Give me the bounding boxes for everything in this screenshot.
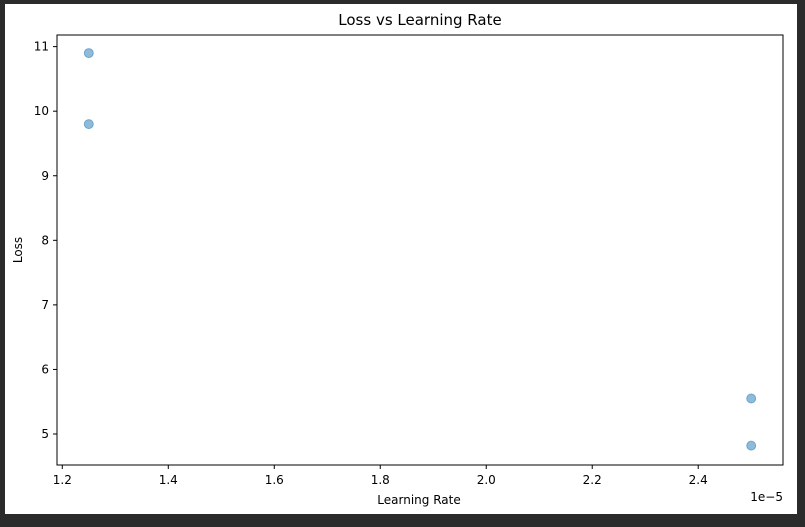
x-tick-label: 1.6 — [265, 473, 284, 487]
y-tick-label: 6 — [41, 362, 49, 376]
y-tick-label: 10 — [34, 104, 49, 118]
scatter-point — [83, 119, 94, 130]
plot-area — [56, 34, 784, 466]
x-tick-label: 1.4 — [159, 473, 178, 487]
x-tick-label: 2.0 — [477, 473, 496, 487]
x-tick-label: 1.2 — [53, 473, 72, 487]
scatter-chart: Loss vs Learning Rate 1.2 1.4 1.6 1.8 2.0 2.2… — [11, 11, 784, 507]
x-tick-label: 2.4 — [689, 473, 708, 487]
data-points — [83, 48, 757, 451]
y-tick-label: 5 — [41, 427, 49, 441]
y-tick-label: 7 — [41, 298, 49, 312]
chart-title: Loss vs Learning Rate — [338, 11, 501, 29]
y-axis-ticks: 5 6 7 8 9 10 11 — [34, 40, 57, 441]
y-axis-label: Loss — [11, 237, 25, 263]
x-tick-label: 2.2 — [583, 473, 602, 487]
scatter-point — [746, 393, 757, 404]
scatter-point — [83, 48, 94, 59]
y-tick-label: 11 — [34, 40, 49, 54]
x-axis-label: Learning Rate — [377, 493, 460, 507]
y-tick-label: 9 — [41, 169, 49, 183]
x-axis-ticks: 1.2 1.4 1.6 1.8 2.0 2.2 2.4 — [53, 465, 708, 487]
scatter-point — [746, 440, 757, 451]
figure: Loss vs Learning Rate 1.2 1.4 1.6 1.8 2.0 2.2… — [5, 4, 797, 514]
y-tick-label: 8 — [41, 233, 49, 247]
x-axis-offset-label: 1e−5 — [750, 490, 783, 504]
x-tick-label: 1.8 — [371, 473, 390, 487]
